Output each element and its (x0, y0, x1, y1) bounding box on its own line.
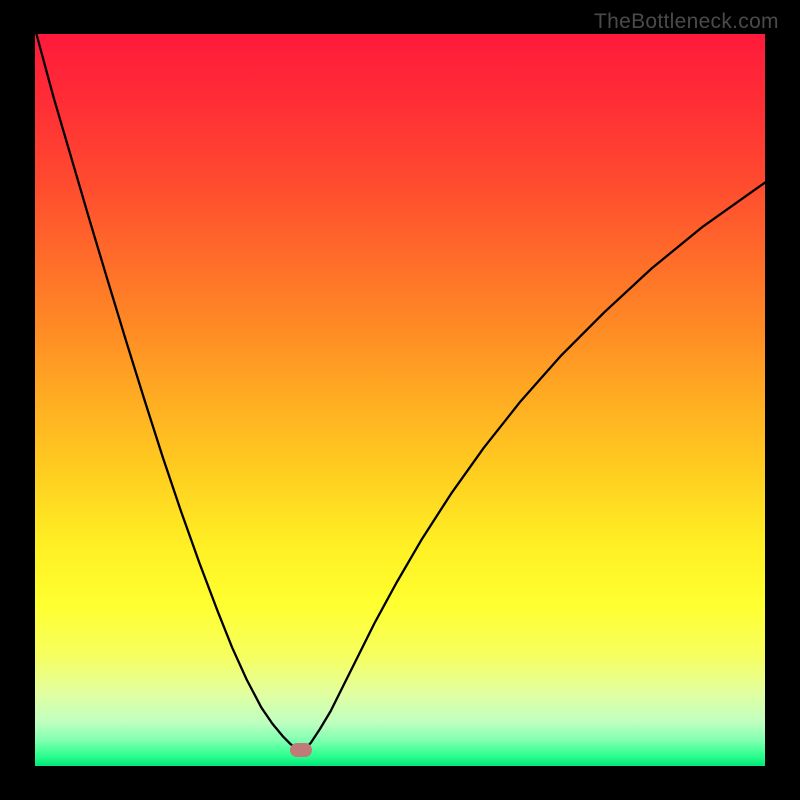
sweet-spot-marker (290, 743, 312, 757)
bottleneck-curve (35, 34, 765, 766)
watermark: TheBottleneck.com (594, 10, 779, 34)
plot-area (35, 34, 765, 766)
